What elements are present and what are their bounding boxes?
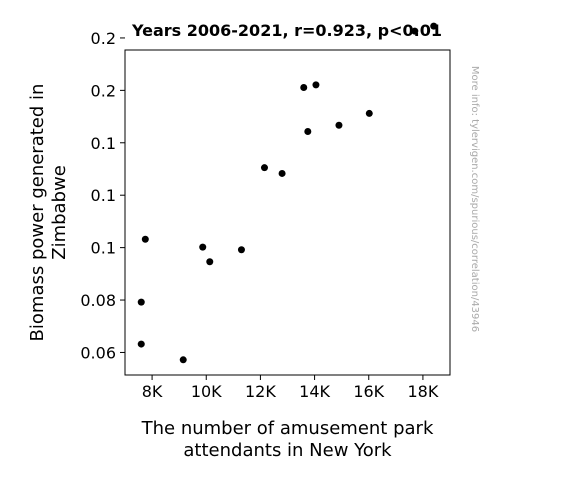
data-point (304, 128, 312, 136)
y-tick-label: 0.2 (91, 29, 116, 48)
chart-title: Years 2006-2021, r=0.923, p<0.01 (131, 21, 442, 40)
data-point (411, 27, 419, 35)
data-point (141, 235, 149, 243)
data-point (199, 243, 207, 251)
data-points (137, 22, 438, 364)
data-point (137, 298, 145, 306)
y-tick-label: 0.1 (91, 186, 116, 205)
data-point (137, 340, 145, 348)
y-axis: 0.06 0.08 0.1 0.1 0.1 0.2 0.2 (80, 29, 125, 362)
x-tick-label: 10K (191, 382, 222, 401)
x-tick-label: 16K (353, 382, 384, 401)
x-axis-label-line: The number of amusement park (141, 418, 434, 439)
x-tick-label: 18K (407, 382, 438, 401)
y-axis-label: Biomass power generated inZimbabwe (27, 84, 70, 342)
y-tick-label: 0.2 (91, 81, 116, 100)
y-axis-label-line: Biomass power generated in (27, 84, 48, 342)
data-point (237, 246, 245, 254)
x-axis-label: The number of amusement park attendants i… (141, 418, 434, 461)
y-axis-label-line: Zimbabwe (49, 165, 70, 260)
watermark-text: More info: tylervigen.com/spurious/corre… (469, 66, 480, 332)
data-point (260, 164, 268, 172)
x-axis: 8K 10K 12K 14K 16K 18K (142, 375, 439, 401)
data-point (206, 258, 214, 266)
data-point (312, 81, 320, 89)
x-tick-label: 14K (299, 382, 330, 401)
y-tick-label: 0.08 (80, 291, 116, 310)
data-point (335, 121, 343, 129)
y-tick-label: 0.1 (91, 239, 116, 258)
plot-area (124, 49, 451, 376)
y-tick-label: 0.1 (91, 134, 116, 153)
data-point (430, 22, 438, 30)
x-tick-label: 8K (142, 382, 163, 401)
data-point (179, 356, 187, 364)
data-point (300, 83, 308, 91)
data-point (365, 109, 373, 117)
x-axis-label-line: attendants in New York (183, 440, 392, 461)
y-tick-label: 0.06 (80, 343, 116, 362)
data-point (278, 169, 286, 177)
x-tick-label: 12K (245, 382, 276, 401)
